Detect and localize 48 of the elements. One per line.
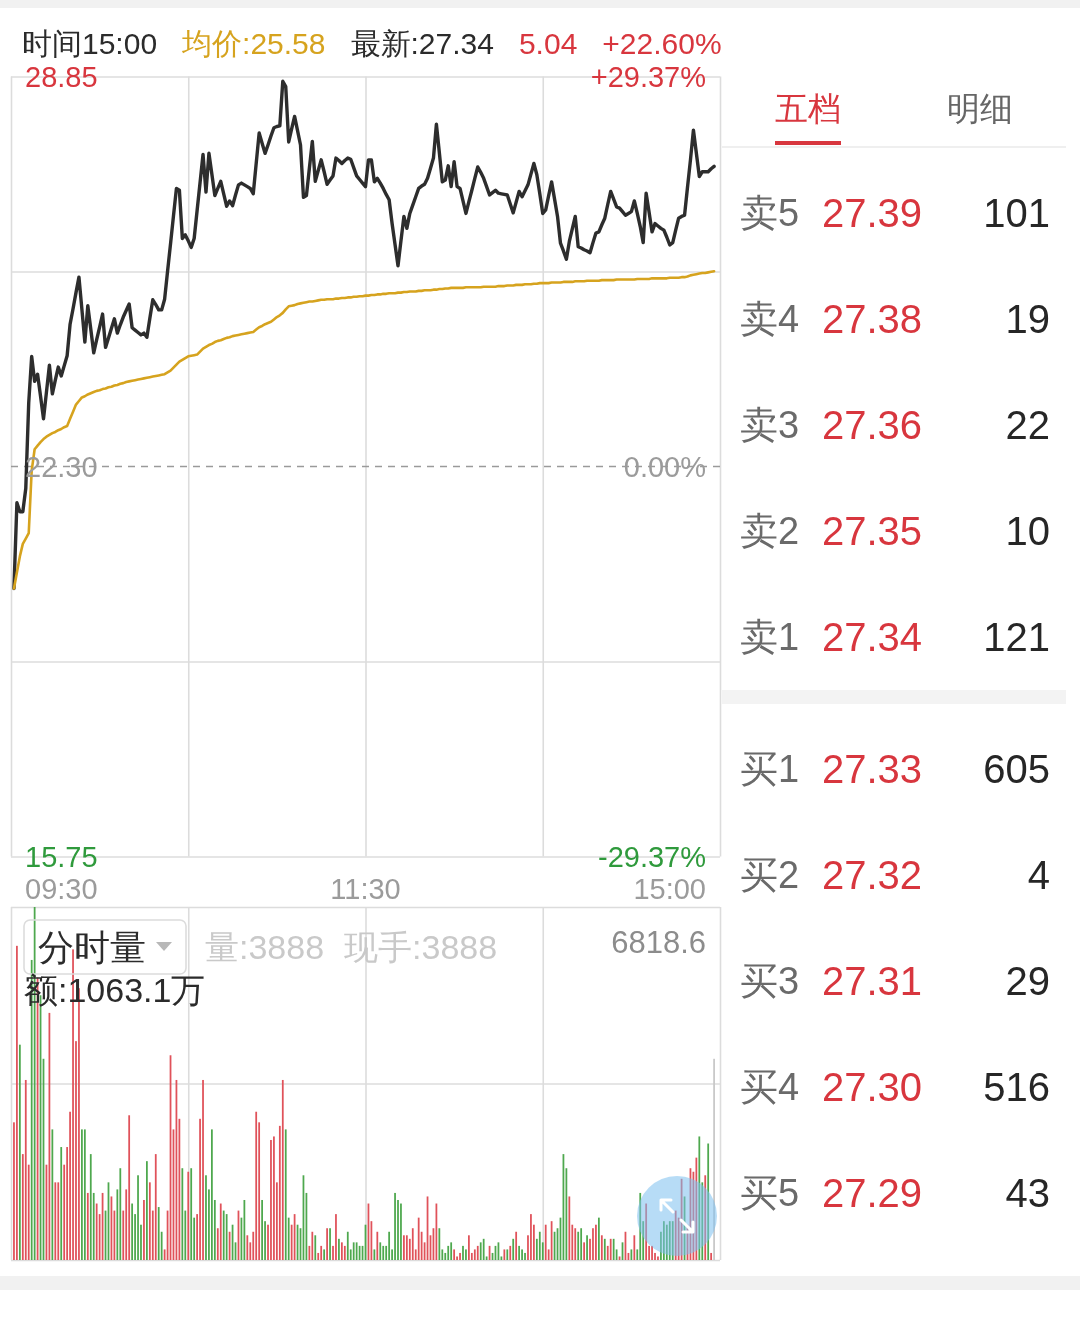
data-label: 27.31 (822, 959, 923, 1003)
category-label: 买3 (740, 960, 800, 1002)
y-tick-label: 15.75 (25, 840, 98, 873)
data-label: 27.35 (822, 509, 923, 553)
text: 5.04 (518, 26, 578, 60)
category-label: 卖2 (740, 510, 800, 552)
data-label: 27.33 (822, 747, 923, 791)
data-label: 516 (983, 1065, 1050, 1109)
text: 明细 (947, 89, 1013, 127)
data-label: 605 (983, 747, 1050, 791)
data-label: 121 (983, 615, 1050, 659)
text: 均价:25.58 (181, 26, 326, 60)
line-series (12, 269, 716, 590)
data-label: 27.30 (822, 1065, 923, 1109)
text: 09:30 (25, 873, 98, 905)
y2-tick-label: +29.37% (590, 60, 706, 93)
data-label: 27.29 (822, 1171, 923, 1215)
text: +22.60% (602, 26, 722, 60)
data-label: 22 (1005, 403, 1050, 447)
data-label: 4 (1027, 853, 1050, 897)
category-label: 买4 (740, 1066, 800, 1108)
data-label: 27.39 (822, 191, 923, 235)
category-label: 买5 (740, 1172, 800, 1214)
category-label: 买2 (740, 854, 800, 896)
text: 11:30 (330, 873, 401, 905)
y-tick-label: 28.85 (25, 60, 98, 93)
text: 最新:27.34 (350, 26, 494, 60)
text: 时间15:00 (22, 26, 158, 60)
y2-tick-label: 0.00% (623, 450, 706, 483)
annotation: 分时量 (38, 926, 146, 968)
category-label: 卖5 (740, 192, 800, 234)
data-label: 27.36 (822, 403, 923, 447)
category-label: 卖3 (740, 404, 800, 446)
category-label: 卖1 (740, 616, 800, 658)
data-label: 43 (1005, 1171, 1050, 1215)
y2-tick-label: -29.37% (597, 840, 706, 873)
annotation: 6818.6 (611, 924, 706, 960)
data-label: 27.38 (822, 297, 923, 341)
text: 五档 (775, 89, 841, 127)
data-label: 27.32 (822, 853, 923, 897)
text: 15:00 (633, 873, 706, 905)
data-label: 10 (1005, 509, 1050, 553)
data-label: 27.34 (822, 615, 923, 659)
category-label: 卖4 (740, 298, 800, 340)
data-label: 19 (1005, 297, 1050, 341)
category-label: 买1 (740, 748, 800, 790)
data-label: 29 (1005, 959, 1050, 1003)
data-label: 101 (983, 191, 1050, 235)
